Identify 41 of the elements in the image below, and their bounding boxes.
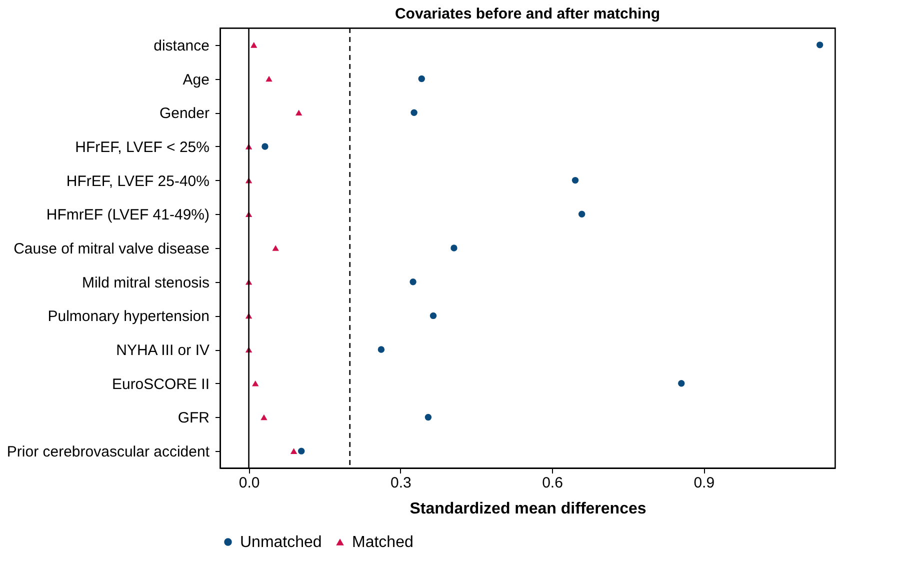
chart-title: Covariates before and after matching [394,5,660,22]
y-tick-label: GFR [178,410,210,427]
point [298,448,305,454]
point [410,109,418,116]
point [572,176,579,184]
point [290,448,298,454]
point [252,380,259,386]
point [450,244,458,252]
y-tick-label: Prior cerebrovascular accident [6,444,210,461]
y-tick-label: Gender [159,105,210,122]
point [378,346,385,353]
point [295,110,302,116]
y-tick-label: HFrEF, LVEF 25-40% [66,172,210,190]
x-tick-label: 0.0 [238,474,260,492]
point [266,76,272,82]
y-tick-label: Mild mitral stenosis [82,274,210,292]
x-tick-label: 0.3 [390,474,412,492]
point [816,42,824,48]
y-tick-label: EuroSCORE II [112,376,210,393]
point [678,380,685,387]
legend-label: Unmatched [240,534,322,551]
point [250,42,258,48]
y-tick-label: HFrEF, LVEF < 25% [75,138,210,156]
legend-label: Matched [352,534,414,551]
point [262,143,268,150]
y-tick-label: Pulmonary hypertension [48,308,210,326]
point [430,312,437,320]
point [260,414,268,420]
y-tick-label: HFmrEF (LVEF 41-49%) [46,206,210,224]
y-tick-label: Age [182,71,210,88]
point [578,210,586,218]
y-tick-label: NYHA III or IV [116,342,210,360]
y-tick-label: Cause of mitral valve disease [14,240,210,258]
x-axis-title: Standardized mean differences [410,500,646,518]
x-tick-label: 0.9 [694,474,715,492]
point [424,414,432,421]
y-tick-label: distance [154,37,210,54]
point [418,75,425,82]
point [410,278,416,286]
x-tick-label: 0.6 [542,474,563,492]
point [272,245,279,251]
